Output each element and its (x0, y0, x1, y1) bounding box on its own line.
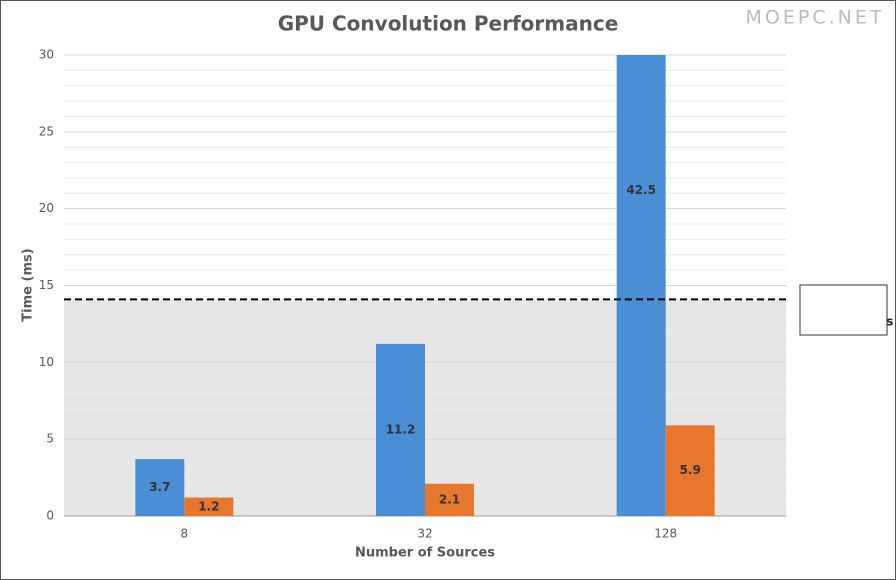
bar (376, 343, 425, 516)
bar (135, 459, 185, 516)
value-label: 3.7 (149, 480, 170, 494)
x-tick-label: 128 (654, 527, 677, 541)
x-tick-label: 8 (181, 527, 189, 541)
bars-layer (135, 55, 715, 516)
value-label: 2.1 (439, 492, 460, 506)
y-tick-label: 5 (46, 432, 54, 446)
bar (184, 497, 234, 516)
value-label: 11.2 (386, 422, 416, 436)
y-tick-label: 0 (46, 509, 54, 523)
value-label: 5.9 (680, 463, 701, 477)
y-axis-title: Time (ms) (21, 248, 36, 321)
y-tick-label: 15 (39, 278, 54, 292)
value-label: 42.5 (626, 183, 656, 197)
y-tick-label: 10 (39, 355, 54, 369)
y-tick-label: 20 (39, 201, 54, 215)
legend-box (799, 284, 888, 336)
x-axis-title: Number of Sources (355, 546, 495, 561)
value-label: 1.2 (198, 499, 219, 513)
bar (665, 425, 715, 516)
y-tick-label: 30 (39, 48, 54, 62)
chart-title: GPU Convolution Performance (278, 12, 619, 36)
x-tick-label: 32 (417, 527, 432, 541)
y-tick-label: 25 (39, 124, 54, 138)
watermark: MOEPC.NET (746, 7, 885, 29)
bar (616, 55, 666, 516)
bar (425, 483, 474, 516)
